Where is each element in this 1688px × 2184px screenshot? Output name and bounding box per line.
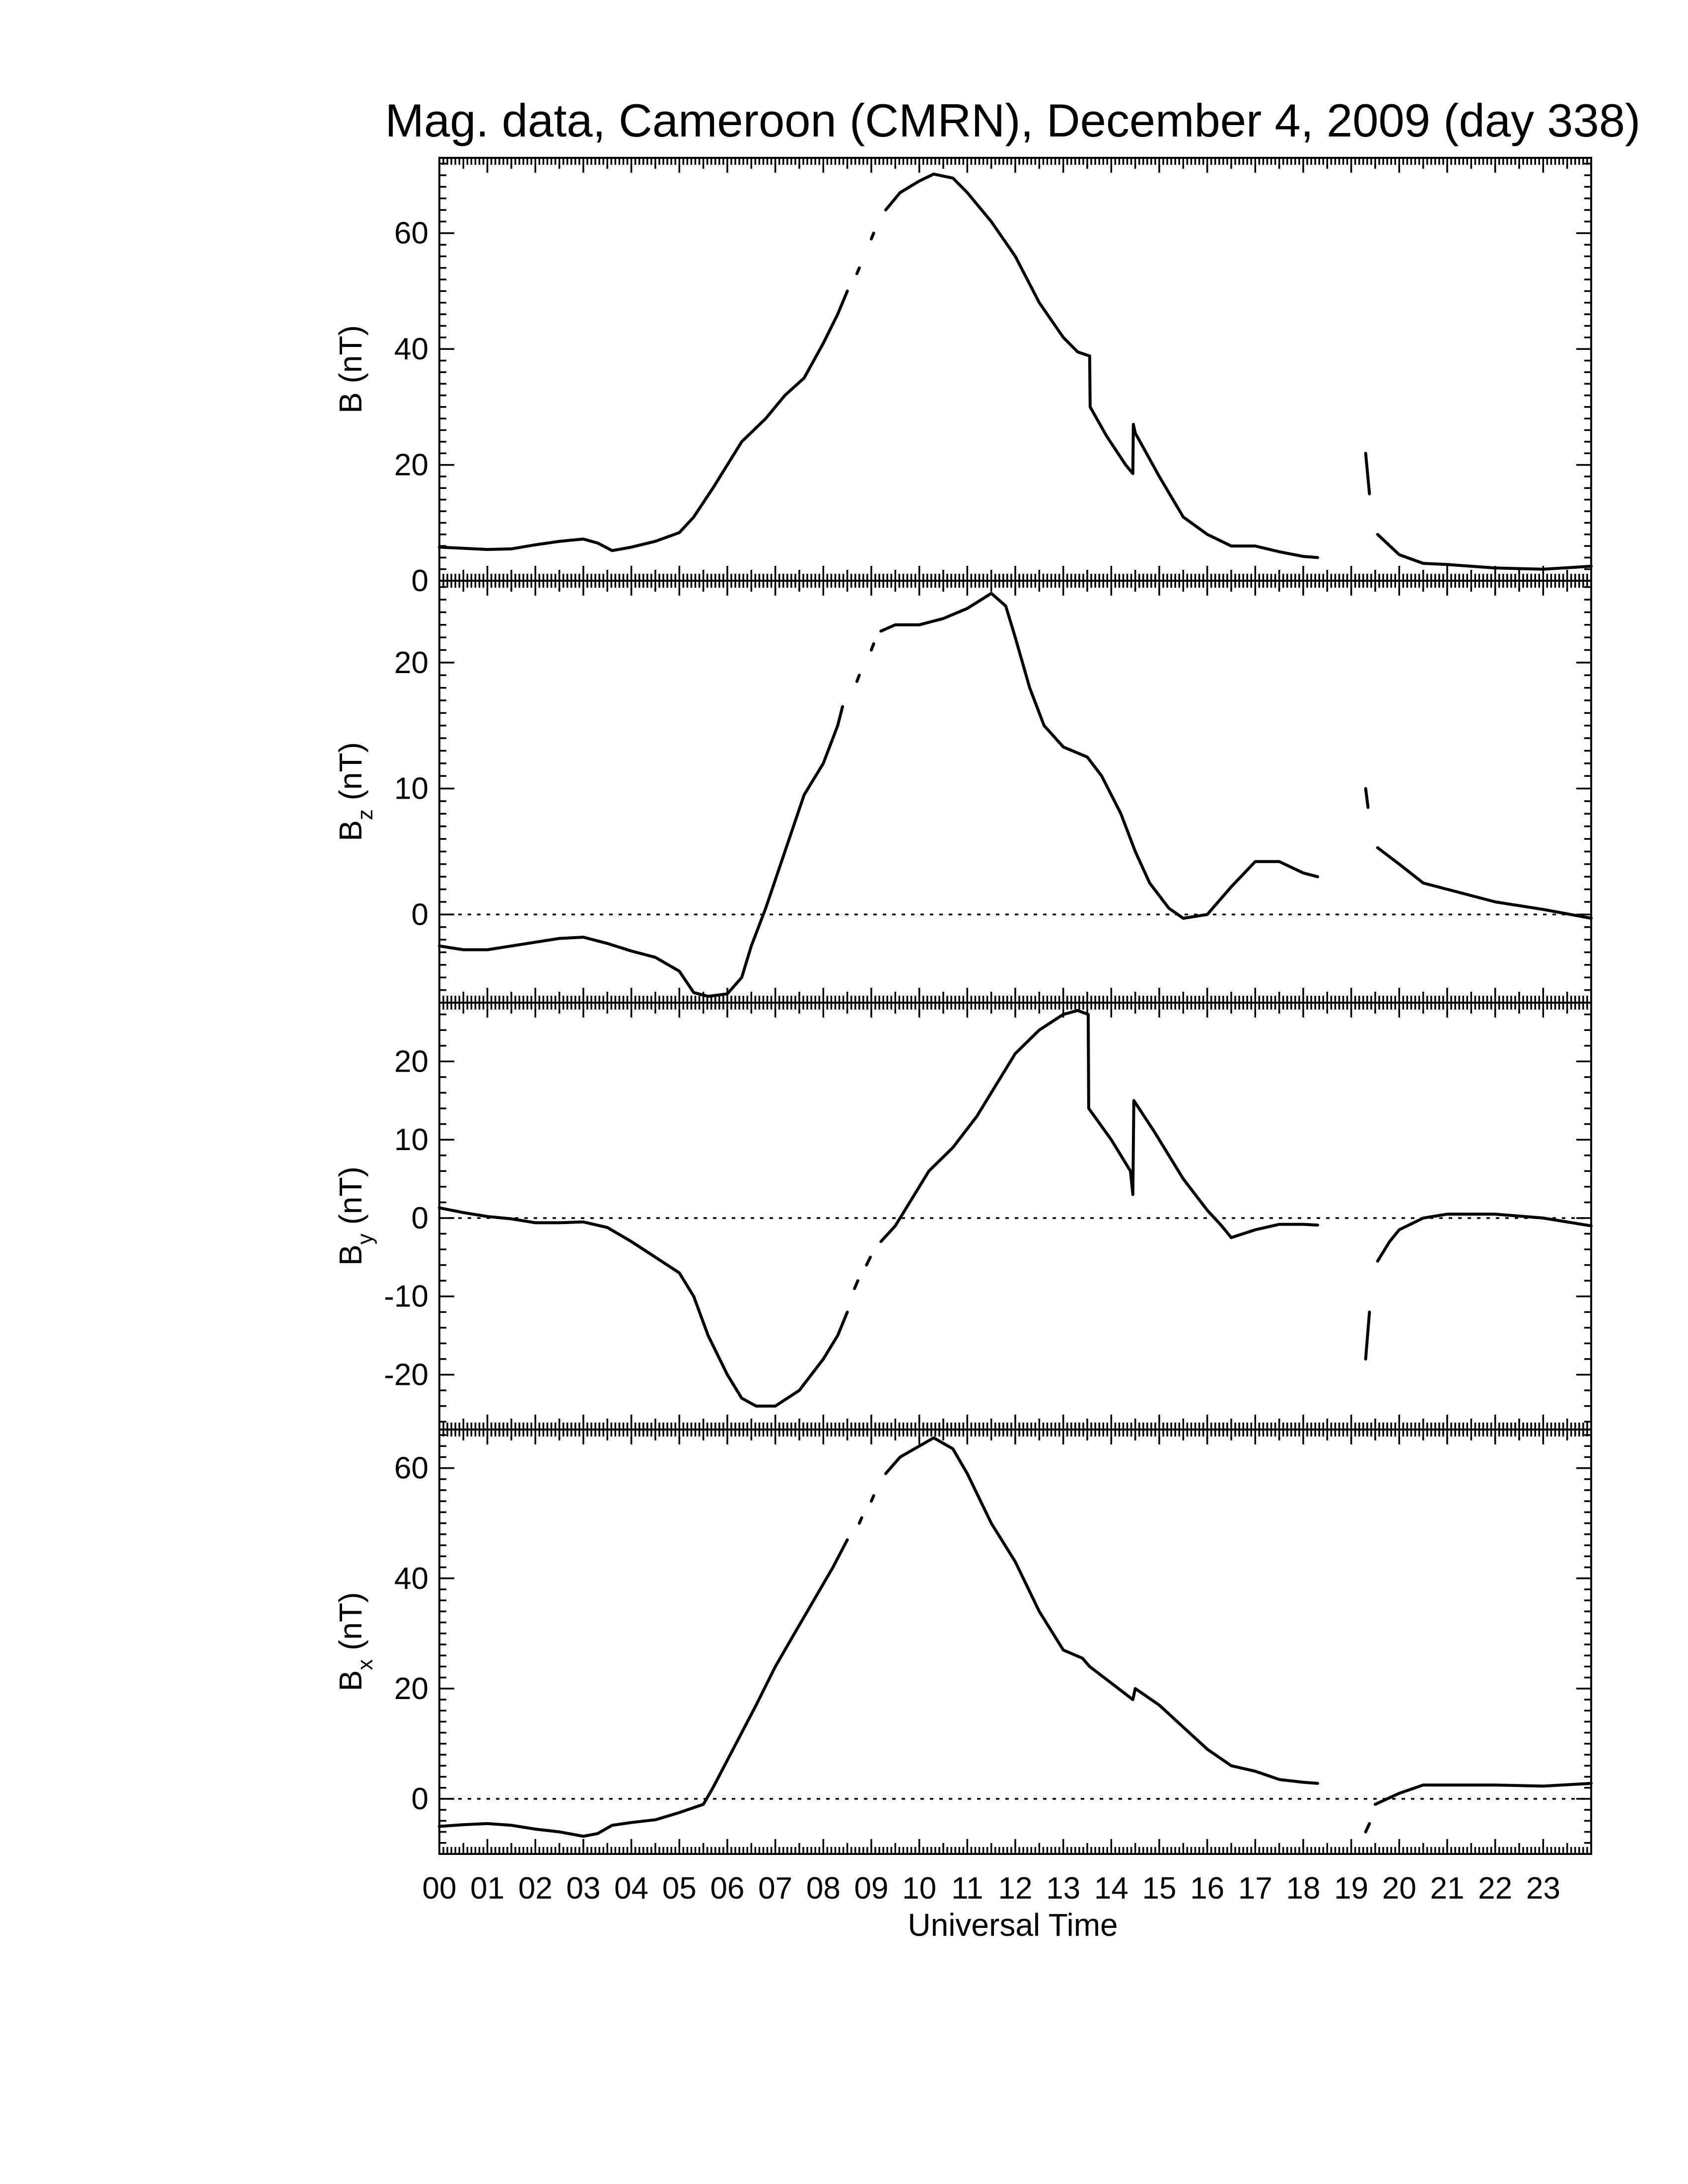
x-tick-label: 13	[1046, 1871, 1080, 1906]
x-tick-label: 05	[662, 1871, 697, 1906]
series-b-segment	[855, 266, 861, 275]
y-tick-label: 0	[412, 1782, 428, 1816]
y-axis-label-by: By (nT)	[333, 1166, 377, 1266]
x-tick-label: 18	[1286, 1871, 1321, 1906]
x-tick-label: 21	[1430, 1871, 1465, 1906]
panel-frame	[438, 1429, 1592, 1855]
x-tick-label: 12	[998, 1871, 1033, 1906]
y-axis-label-bx: Bx (nT)	[333, 1592, 377, 1692]
x-tick-label: 23	[1526, 1871, 1560, 1906]
panel-b: 0 20 40 60 B (nT)	[333, 157, 1593, 598]
series-bx-segment	[1374, 1781, 1593, 1806]
x-tick-labels: 00 01 02 03 04 05 06 07 08 09 10 11 12 13 14 15 16 17 18 19…	[422, 1871, 1560, 1906]
series-bx-segment	[884, 1436, 1319, 1785]
series-bx-segment	[857, 1516, 863, 1525]
y-tick-label: 60	[394, 1451, 428, 1486]
y-tick-label: 0	[412, 564, 428, 598]
y-tick-label: 20	[394, 1672, 428, 1706]
series-by-segment	[853, 1279, 859, 1290]
y-tick-label: 40	[394, 1562, 428, 1596]
chart-title: Mag. data, Cameroon (CMRN), December 4, …	[385, 94, 1641, 146]
x-ticks-by	[438, 1003, 1592, 1430]
panels: 0 20 40 60 B (nT) 0 10 20 Bz (nT) -20 -10 0 10 20 By (…	[333, 157, 1593, 1855]
x-tick-label: 07	[758, 1871, 792, 1906]
series-bz-segment	[879, 592, 1319, 920]
x-tick-label: 20	[1382, 1871, 1416, 1906]
series-bz-segment	[1364, 787, 1370, 809]
x-tick-label: 17	[1238, 1871, 1272, 1906]
y-tick-label: 20	[394, 1044, 428, 1079]
y-tick-label: 40	[394, 332, 428, 366]
y-tick-label: -20	[384, 1358, 428, 1392]
x-ticks-bx	[438, 1430, 1592, 1854]
x-tick-label: 14	[1094, 1871, 1128, 1906]
panel-frame	[438, 1002, 1592, 1431]
x-tick-label: 10	[902, 1871, 936, 1906]
x-tick-label: 11	[951, 1871, 983, 1906]
series-bx-segment	[870, 1494, 875, 1503]
series-b-segment	[1376, 533, 1593, 571]
x-tick-label: 09	[854, 1871, 889, 1906]
x-axis-title: Universal Time	[908, 1907, 1118, 1943]
x-tick-label: 22	[1478, 1871, 1512, 1906]
y-tick-label: 0	[412, 1201, 428, 1235]
x-ticks-bz	[438, 581, 1592, 1003]
y-tick-label: 10	[394, 1123, 428, 1157]
series-b-segment	[870, 231, 875, 241]
y-tick-label: 20	[394, 646, 428, 680]
series-bz-segment	[855, 674, 861, 683]
x-tick-label: 06	[710, 1871, 745, 1906]
y-tick-label: 20	[394, 448, 428, 482]
x-tick-label: 02	[518, 1871, 553, 1906]
x-tick-label: 15	[1142, 1871, 1177, 1906]
series-by-segment	[1376, 1213, 1593, 1263]
x-ticks-b	[438, 158, 1592, 581]
x-tick-label: 00	[422, 1871, 457, 1906]
series-bz-segment	[870, 642, 875, 652]
x-tick-label: 19	[1334, 1871, 1368, 1906]
x-tick-label: 16	[1190, 1871, 1224, 1906]
series-by-segment	[865, 1255, 872, 1267]
y-axis-label-bz: Bz (nT)	[333, 742, 377, 841]
y-tick-label: 0	[412, 897, 428, 932]
y-tick-label: 10	[394, 772, 428, 806]
y-tick-label: 60	[394, 216, 428, 251]
x-tick-label: 01	[470, 1871, 504, 1906]
series-b-segment	[1364, 452, 1371, 495]
series-bz-segment	[438, 705, 844, 998]
series-bz-segment	[1376, 846, 1593, 920]
x-tick-label: 04	[614, 1871, 648, 1906]
series-by-segment	[1364, 1310, 1371, 1361]
series-b-segment	[884, 172, 1319, 559]
panel-bx: 0 20 40 60 Bx (nT)	[333, 1429, 1593, 1855]
y-axis-label-b: B (nT)	[333, 325, 368, 413]
series-bx-segment	[438, 1538, 849, 1838]
y-tick-label: -10	[384, 1280, 428, 1314]
x-tick-label: 03	[566, 1871, 601, 1906]
series-b-segment	[438, 289, 849, 552]
series-by-segment	[438, 1206, 849, 1408]
panel-frame	[438, 157, 1592, 582]
series-by-segment	[879, 1009, 1319, 1243]
series-bx-segment	[1364, 1822, 1371, 1834]
panel-bz: 0 10 20 Bz (nT)	[333, 580, 1593, 1004]
x-tick-label: 08	[806, 1871, 841, 1906]
panel-frame	[438, 580, 1592, 1004]
panel-by: -20 -10 0 10 20 By (nT)	[333, 1002, 1593, 1431]
